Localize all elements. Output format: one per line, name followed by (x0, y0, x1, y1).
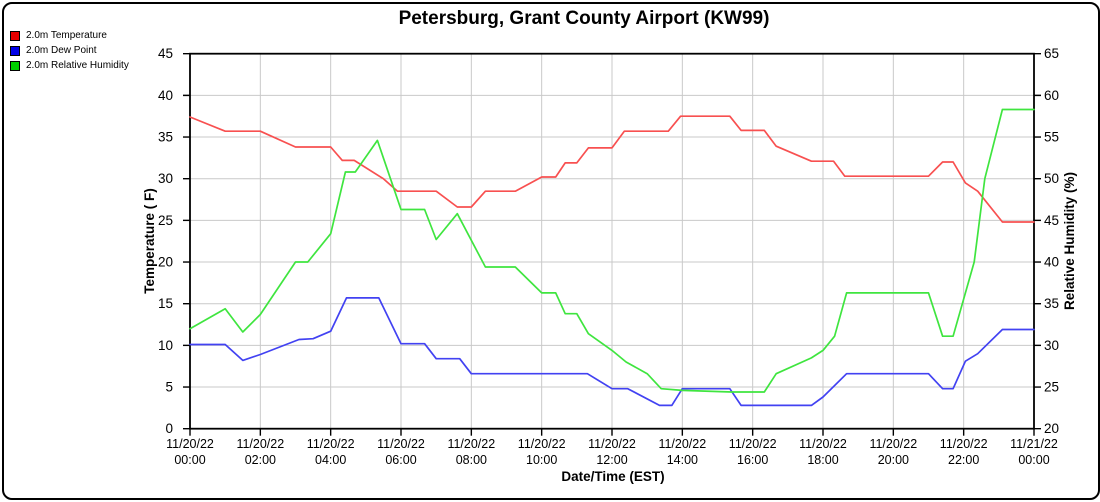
y-right-tick-label: 50 (1044, 171, 1059, 186)
x-tick-label-time: 04:00 (315, 453, 346, 467)
y-left-tick-label: 40 (158, 88, 173, 103)
x-tick-label-date: 11/20/22 (658, 437, 706, 451)
x-tick-label-date: 11/21/22 (1010, 437, 1058, 451)
x-tick-label-date: 11/20/22 (588, 437, 636, 451)
x-tick-label-time: 12:00 (596, 453, 627, 467)
y-right-tick-label: 60 (1044, 88, 1059, 103)
y-left-tick-label: 10 (158, 338, 173, 353)
x-tick-label-time: 06:00 (385, 453, 416, 467)
series-line-2-0m-dew-point (189, 297, 1035, 407)
y-right-tick-label: 25 (1044, 380, 1059, 395)
legend-item-temperature: 2.0m Temperature (10, 28, 129, 43)
x-tick-label-date: 11/20/22 (236, 437, 284, 451)
x-tick-label-date: 11/20/22 (940, 437, 988, 451)
x-tick-label-time: 18:00 (807, 453, 838, 467)
chart-title: Petersburg, Grant County Airport (KW99) (398, 8, 770, 29)
series-line-2-0m-relative-humidity (189, 108, 1035, 393)
series-line-2-0m-temperature (189, 115, 1035, 223)
y-right-tick-label: 45 (1044, 213, 1059, 228)
y-right-tick-label: 65 (1044, 46, 1059, 61)
x-tick-label-date: 11/20/22 (869, 437, 917, 451)
legend-item-dew-point: 2.0m Dew Point (10, 43, 129, 58)
x-tick-label-date: 11/20/22 (799, 437, 847, 451)
y-left-tick-label: 5 (165, 380, 173, 395)
x-tick-label-time: 16:00 (737, 453, 768, 467)
legend-label-dew-point: 2.0m Dew Point (26, 45, 97, 56)
y-left-tick-label: 0 (165, 421, 173, 436)
y-right-tick-label: 40 (1044, 255, 1059, 270)
relative-humidity-swatch-icon (10, 60, 20, 71)
y-right-tick-label: 35 (1044, 296, 1059, 311)
y-left-tick-label: 30 (158, 171, 173, 186)
x-tick-label-time: 00:00 (174, 453, 205, 467)
y-left-tick-label: 15 (158, 296, 173, 311)
x-tick-label-time: 14:00 (667, 453, 698, 467)
x-tick-label-time: 10:00 (526, 453, 557, 467)
x-tick-label-time: 02:00 (245, 453, 276, 467)
legend-item-relative-humidity: 2.0m Relative Humidity (10, 58, 129, 73)
x-tick-label-date: 11/20/22 (518, 437, 566, 451)
y-right-tick-label: 30 (1044, 338, 1059, 353)
x-tick-label-time: 22:00 (948, 453, 979, 467)
x-tick-label-date: 11/20/22 (729, 437, 777, 451)
y-right-tick-label: 20 (1044, 421, 1059, 436)
x-tick-label-time: 20:00 (878, 453, 909, 467)
y-left-tick-label: 45 (158, 46, 173, 61)
x-axis-title: Date/Time (EST) (561, 469, 664, 484)
y-right-tick-label: 55 (1044, 130, 1059, 145)
x-tick-label-time: 08:00 (456, 453, 487, 467)
x-tick-label-date: 11/20/22 (166, 437, 214, 451)
x-tick-label-time: 00:00 (1018, 453, 1049, 467)
y-left-axis-title: Temperature ( F) (142, 188, 157, 294)
legend: 2.0m Temperature 2.0m Dew Point 2.0m Rel… (10, 28, 129, 73)
y-left-tick-label: 25 (158, 213, 173, 228)
plot-area: 0 5 10 15 20 25 30 35 40 45 20 25 30 35 40 45 50 55 60 65 11… (142, 46, 1077, 484)
legend-label-relative-humidity: 2.0m Relative Humidity (26, 60, 129, 71)
y-left-tick-label: 35 (158, 130, 173, 145)
y-left-tick-label: 20 (158, 255, 173, 270)
x-tick-label-date: 11/20/22 (307, 437, 355, 451)
temperature-swatch-icon (10, 30, 20, 41)
x-tick-label-date: 11/20/22 (447, 437, 495, 451)
x-tick-label-date: 11/20/22 (377, 437, 425, 451)
legend-label-temperature: 2.0m Temperature (26, 30, 107, 41)
y-right-axis-title: Relative Humidity (%) (1062, 172, 1077, 310)
dew-point-swatch-icon (10, 45, 20, 56)
